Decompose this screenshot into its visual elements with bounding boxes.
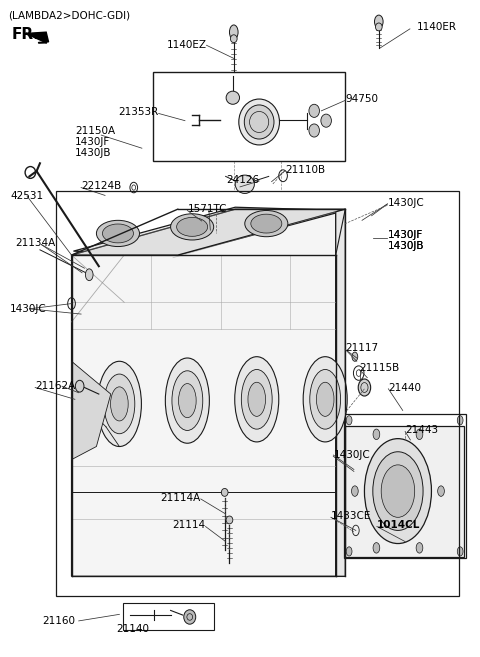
Ellipse shape	[457, 416, 463, 425]
Bar	[344, 414, 466, 558]
Text: 21140: 21140	[116, 623, 149, 634]
Ellipse shape	[226, 516, 233, 524]
Polygon shape	[72, 361, 111, 460]
Text: 1430JC: 1430JC	[387, 198, 424, 208]
Ellipse shape	[104, 374, 135, 434]
Text: 1430JB: 1430JB	[387, 241, 424, 251]
Ellipse shape	[321, 114, 331, 127]
Ellipse shape	[352, 352, 358, 361]
Ellipse shape	[303, 357, 347, 442]
Ellipse shape	[184, 610, 196, 624]
Ellipse shape	[235, 357, 279, 442]
Ellipse shape	[373, 543, 380, 553]
Ellipse shape	[165, 358, 209, 443]
Text: 94750: 94750	[345, 94, 378, 104]
Ellipse shape	[241, 369, 272, 429]
Ellipse shape	[309, 104, 320, 118]
Polygon shape	[336, 209, 345, 576]
Ellipse shape	[75, 380, 84, 392]
Text: 21443: 21443	[405, 425, 438, 435]
Ellipse shape	[235, 175, 254, 193]
Text: 1433CE: 1433CE	[331, 511, 372, 521]
Text: 1430JC: 1430JC	[10, 304, 47, 314]
Ellipse shape	[239, 99, 279, 145]
Text: 21134A: 21134A	[15, 238, 55, 248]
Ellipse shape	[351, 486, 358, 496]
Ellipse shape	[310, 369, 341, 429]
Polygon shape	[72, 209, 345, 255]
Bar	[56, 191, 381, 596]
Polygon shape	[72, 212, 336, 576]
Ellipse shape	[438, 486, 444, 496]
Ellipse shape	[102, 224, 133, 243]
Ellipse shape	[172, 371, 203, 430]
Ellipse shape	[85, 269, 93, 281]
Ellipse shape	[375, 23, 382, 31]
Polygon shape	[73, 207, 345, 255]
Ellipse shape	[381, 465, 415, 517]
Ellipse shape	[245, 210, 288, 237]
Ellipse shape	[373, 452, 423, 530]
Ellipse shape	[244, 105, 274, 139]
Text: 21162A: 21162A	[35, 381, 75, 391]
Ellipse shape	[226, 91, 240, 104]
Ellipse shape	[97, 361, 142, 447]
Ellipse shape	[457, 547, 463, 556]
Ellipse shape	[251, 214, 282, 233]
Text: 21160: 21160	[42, 616, 75, 626]
Ellipse shape	[179, 384, 196, 418]
Ellipse shape	[346, 416, 352, 425]
Text: 1430JF: 1430JF	[387, 231, 423, 240]
Bar	[153, 72, 345, 162]
Ellipse shape	[221, 488, 228, 496]
Ellipse shape	[346, 547, 352, 556]
Ellipse shape	[416, 543, 423, 553]
Text: 1571TC: 1571TC	[187, 204, 227, 214]
Text: 21150A: 21150A	[75, 125, 115, 135]
Ellipse shape	[316, 382, 334, 417]
Ellipse shape	[373, 429, 380, 440]
Text: 24126: 24126	[226, 175, 259, 185]
Bar	[345, 426, 464, 556]
Ellipse shape	[358, 379, 371, 396]
Text: (LAMBDA2>DOHC-GDI): (LAMBDA2>DOHC-GDI)	[8, 10, 130, 20]
Text: 21117: 21117	[345, 343, 378, 353]
Text: 1430JB: 1430JB	[387, 241, 424, 251]
Text: 1430JF: 1430JF	[387, 231, 423, 240]
Text: 21110B: 21110B	[286, 165, 325, 175]
Text: 21114: 21114	[172, 520, 205, 530]
Polygon shape	[25, 32, 48, 42]
Text: 42531: 42531	[10, 191, 43, 201]
Ellipse shape	[96, 220, 140, 246]
Text: FR.: FR.	[11, 28, 39, 42]
Text: 1430JF: 1430JF	[75, 137, 110, 147]
Ellipse shape	[177, 217, 208, 237]
Text: 1140EZ: 1140EZ	[167, 40, 206, 51]
Text: 21353R: 21353R	[119, 107, 158, 117]
Text: 1430JB: 1430JB	[75, 148, 111, 158]
Text: 21115B: 21115B	[360, 363, 400, 373]
Text: 21114A: 21114A	[160, 493, 201, 503]
Ellipse shape	[229, 25, 238, 39]
Text: 22124B: 22124B	[81, 181, 121, 191]
Ellipse shape	[230, 35, 237, 43]
Text: 1430JC: 1430JC	[333, 450, 370, 460]
Ellipse shape	[374, 15, 383, 28]
Bar	[56, 191, 459, 596]
Ellipse shape	[416, 429, 423, 440]
Text: 1140ER: 1140ER	[417, 22, 457, 32]
Text: 1014CL: 1014CL	[377, 520, 420, 530]
Text: 21440: 21440	[388, 382, 421, 392]
Ellipse shape	[110, 387, 128, 421]
Bar	[123, 602, 214, 630]
Ellipse shape	[248, 382, 265, 417]
Ellipse shape	[364, 439, 432, 543]
Ellipse shape	[170, 214, 214, 240]
Ellipse shape	[309, 124, 320, 137]
